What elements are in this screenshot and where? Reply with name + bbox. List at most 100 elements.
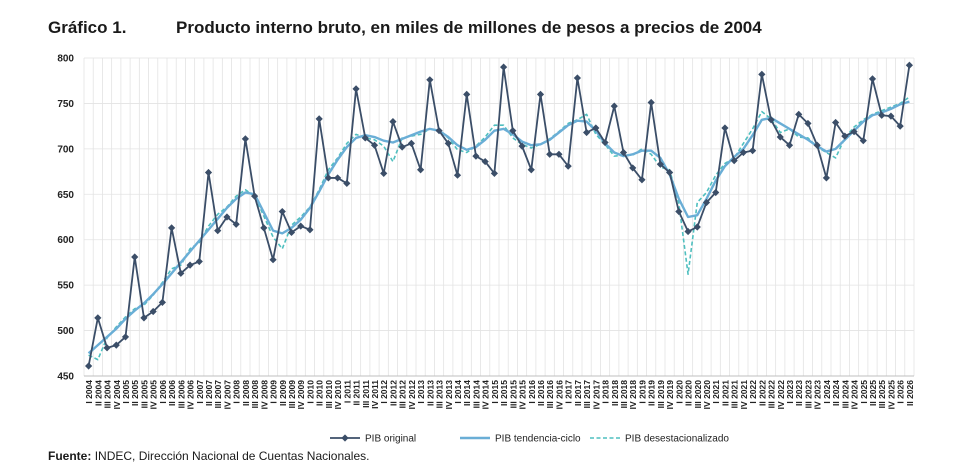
x-tick-label: IV 2011	[370, 380, 380, 409]
data-point	[334, 174, 342, 182]
x-tick-label: III 2017	[582, 380, 592, 409]
x-tick-label: III 2010	[324, 380, 334, 409]
x-tick-label: II 2017	[573, 380, 583, 406]
data-point	[527, 166, 535, 174]
data-point	[500, 63, 508, 71]
x-tick-label: II 2015	[499, 380, 509, 406]
data-point	[186, 261, 194, 269]
data-point	[103, 344, 111, 352]
x-tick-label: II 2006	[167, 380, 177, 406]
legend-marker	[341, 434, 349, 442]
x-tick-label: I 2021	[711, 380, 721, 404]
data-point	[195, 257, 203, 266]
x-tick-label: III 2005	[139, 380, 149, 409]
data-point	[859, 137, 867, 145]
x-tick-label: III 2015	[508, 380, 518, 409]
legend-label-tendencia: PIB tendencia-ciclo	[495, 434, 581, 445]
y-tick-label: 500	[57, 326, 74, 337]
data-point	[767, 116, 775, 124]
data-point	[629, 164, 637, 172]
data-point	[223, 213, 231, 221]
figure-number: Gráfico 1.	[48, 18, 127, 37]
legend: PIB original PIB tendencia-ciclo PIB deses…	[330, 434, 729, 445]
data-point	[168, 224, 176, 232]
x-tick-label: I 2008	[232, 380, 242, 404]
x-tick-label: IV 2016	[554, 380, 564, 410]
y-tick-label: 700	[57, 144, 74, 155]
y-tick-label: 650	[57, 190, 74, 201]
series-original	[85, 61, 913, 370]
data-point	[905, 61, 913, 69]
x-tick-label: IV 2017	[591, 380, 601, 410]
x-tick-label: II 2020	[684, 380, 694, 406]
x-tick-label: II 2026	[905, 380, 915, 406]
y-tick-label: 750	[57, 99, 74, 110]
x-tick-label: IV 2012	[407, 380, 417, 410]
x-tick-label: IV 2008	[259, 380, 269, 410]
data-point	[453, 171, 462, 179]
data-point	[822, 174, 830, 182]
data-point	[785, 141, 794, 149]
data-point	[158, 298, 166, 307]
data-point	[684, 227, 692, 236]
data-point	[601, 138, 609, 147]
data-point	[177, 269, 185, 277]
x-tick-label: II 2013	[425, 380, 435, 406]
x-tick-label: II 2024	[831, 380, 841, 406]
x-tick-label: I 2025	[859, 380, 869, 404]
data-point	[149, 307, 157, 316]
source-label: Fuente:	[48, 449, 92, 463]
data-point	[306, 226, 314, 234]
data-point	[887, 112, 895, 120]
x-tick-label: II 2010	[315, 380, 325, 406]
data-point	[140, 314, 148, 322]
data-point	[324, 174, 332, 182]
legend-label-desest: PIB desestacionalizado	[625, 434, 729, 445]
x-tick-label: II 2007	[204, 380, 214, 406]
x-tick-label: I 2011	[342, 380, 352, 403]
x-tick-label: IV 2009	[296, 380, 306, 410]
data-point	[112, 341, 120, 349]
y-tick-label: 450	[57, 372, 74, 383]
x-tick-label: I 2019	[637, 380, 647, 404]
data-point	[518, 142, 526, 150]
data-point	[702, 198, 711, 207]
x-tick-label: III 2019	[656, 380, 666, 409]
data-point	[232, 220, 240, 228]
x-tick-label: II 2014	[462, 380, 472, 406]
data-point	[546, 150, 554, 158]
x-tick-label: III 2018	[619, 380, 629, 409]
data-point	[813, 141, 821, 149]
data-point	[730, 157, 738, 165]
data-point	[795, 110, 803, 118]
x-tick-label: I 2015	[490, 380, 500, 404]
x-tick-label: IV 2015	[518, 380, 528, 410]
series-line-original	[87, 65, 911, 367]
data-point	[573, 74, 581, 82]
source-note: Fuente: INDEC, Dirección Nacional de Cue…	[48, 449, 369, 463]
data-point	[444, 139, 452, 148]
x-tick-label: III 2022	[767, 380, 777, 409]
x-tick-label: I 2013	[416, 380, 426, 404]
x-tick-label: II 2009	[278, 380, 288, 406]
x-tick-label: I 2018	[601, 380, 611, 404]
chart-title-row: Gráfico 1. Producto interno bruto, en mi…	[48, 12, 948, 42]
x-tick-label: II 2022	[757, 380, 767, 406]
data-point	[361, 134, 369, 142]
data-point	[389, 118, 397, 126]
data-point	[417, 166, 425, 174]
x-tick-label: III 2021	[730, 380, 740, 409]
x-tick-label: III 2013	[435, 380, 445, 409]
x-tick-label: I 2020	[674, 380, 684, 404]
data-point	[472, 152, 480, 160]
data-point	[214, 227, 222, 235]
data-point	[251, 192, 259, 200]
x-tick-label: I 2010	[305, 380, 315, 404]
data-point	[278, 207, 286, 216]
x-tick-label: III 2025	[877, 380, 887, 409]
x-tick-label: I 2012	[379, 380, 389, 404]
data-point	[241, 135, 249, 143]
data-point	[121, 333, 130, 341]
data-point	[841, 132, 849, 140]
